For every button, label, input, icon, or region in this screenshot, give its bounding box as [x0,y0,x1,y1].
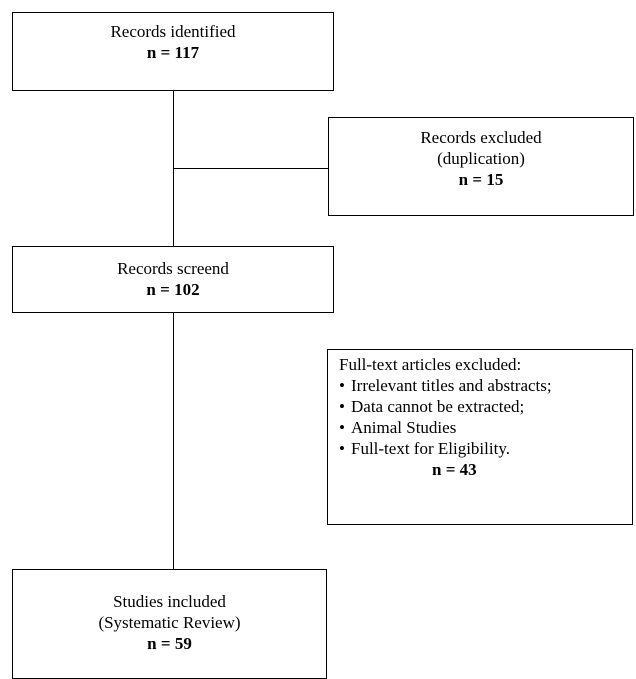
records-excluded-box: Records excluded (duplication) n = 15 [328,117,634,216]
records-screened-box: Records screend n = 102 [12,246,334,313]
exclusion-reason-item: • Animal Studies [339,417,632,438]
exclusion-reason-item: • Full-text for Eligibility. [339,438,632,459]
fulltext-excluded-box: Full-text articles excluded: • Irrelevant… [327,349,633,525]
records-screened-count: n = 102 [146,280,200,299]
fulltext-excluded-heading: Full-text articles excluded: [339,355,522,374]
exclusion-reason-item: • Irrelevant titles and abstracts; [339,375,632,396]
studies-included-subtitle: (Systematic Review) [98,613,241,632]
bullet-icon: • [339,439,345,458]
bullet-icon: • [339,376,345,395]
records-identified-box: Records identified n = 117 [12,12,334,91]
studies-included-count: n = 59 [147,634,192,653]
records-excluded-reason: (duplication) [437,149,525,168]
exclusion-reason-text: Data cannot be extracted; [351,397,525,416]
exclusion-reason-text: Irrelevant titles and abstracts; [351,376,552,395]
records-screened-label: Records screend [117,259,229,278]
records-excluded-count: n = 15 [458,170,504,189]
exclusion-reason-item: • Data cannot be extracted; [339,396,632,417]
records-excluded-label: Records excluded [420,128,542,147]
fulltext-excluded-count: n = 43 [432,460,477,479]
bullet-icon: • [339,397,345,416]
bullet-icon: • [339,418,345,437]
exclusion-reason-text: Full-text for Eligibility. [351,439,510,458]
records-identified-count: n = 117 [146,43,200,62]
exclusion-reasons-list: • Irrelevant titles and abstracts; • Data … [339,375,632,459]
connector-main-bottom [173,312,175,570]
exclusion-reason-text: Animal Studies [351,418,457,437]
connector-to-duplication [173,168,328,170]
records-identified-label: Records identified [110,22,236,41]
studies-included-label: Studies included [113,592,226,611]
studies-included-box: Studies included (Systematic Review) n =… [12,569,327,679]
